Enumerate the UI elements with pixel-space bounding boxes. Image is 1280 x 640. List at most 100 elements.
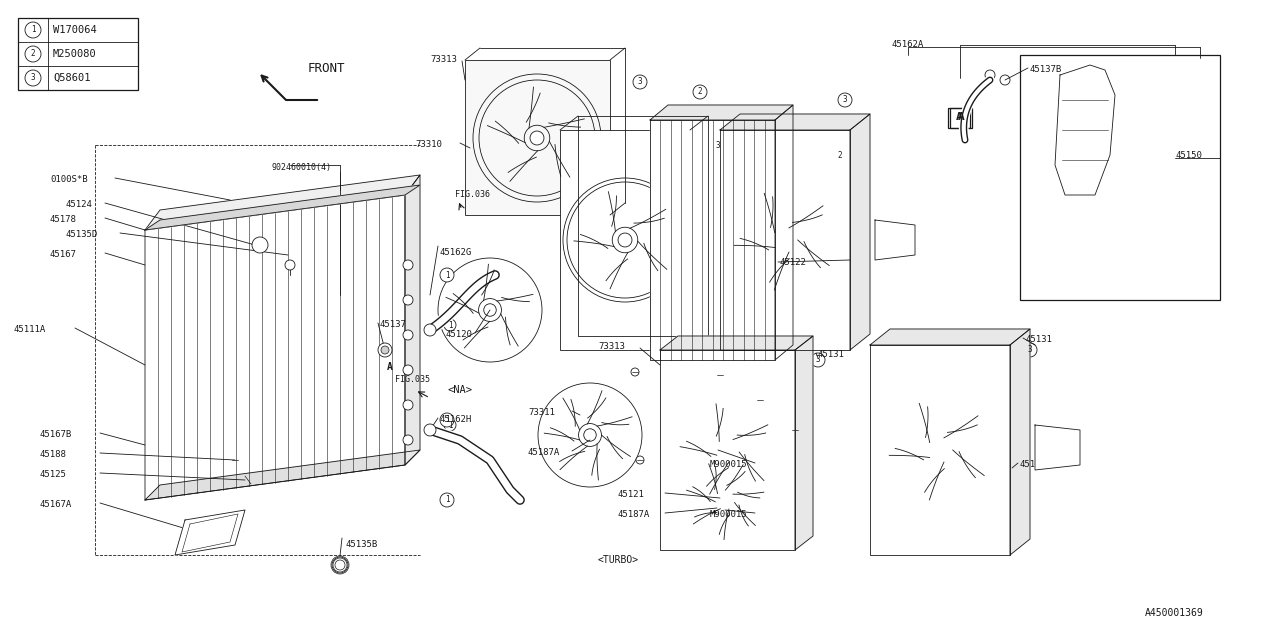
Circle shape [986,70,995,80]
Text: 45137: 45137 [380,320,407,329]
Circle shape [719,495,731,506]
Text: 45188: 45188 [40,450,67,459]
Text: 1: 1 [31,26,36,35]
Polygon shape [1010,329,1030,555]
Circle shape [26,22,41,38]
Text: A: A [957,112,964,122]
Circle shape [484,304,497,316]
Circle shape [230,455,241,465]
Text: 45120: 45120 [445,330,472,339]
Text: 1: 1 [444,271,449,280]
Text: 45137B: 45137B [1030,65,1062,74]
Text: W170064: W170064 [52,25,97,35]
Circle shape [631,368,639,376]
Polygon shape [876,220,915,260]
Text: 45162G: 45162G [440,248,472,257]
Circle shape [756,396,764,404]
Text: 902460010(4): 902460010(4) [273,163,332,172]
Text: 73313: 73313 [598,342,625,351]
Circle shape [634,75,646,89]
Polygon shape [145,195,404,500]
Circle shape [403,295,413,305]
Polygon shape [774,105,794,360]
Bar [561,130,690,350]
Circle shape [778,233,792,247]
Text: 45135B: 45135B [346,540,378,549]
Text: 45121: 45121 [618,490,645,499]
Text: 45167B: 45167B [40,430,72,439]
Polygon shape [870,345,1010,555]
Text: 45124: 45124 [65,200,92,209]
Text: A: A [387,362,393,372]
Circle shape [721,444,733,456]
Polygon shape [719,114,870,130]
Text: 3: 3 [716,141,721,150]
Circle shape [440,268,454,282]
Circle shape [242,474,253,486]
Text: 45131: 45131 [1025,335,1052,344]
Polygon shape [175,510,244,555]
Circle shape [424,324,436,336]
Polygon shape [650,105,794,120]
Bar [948,108,970,128]
Polygon shape [660,350,795,550]
Text: 73313: 73313 [430,55,457,64]
Circle shape [710,138,724,152]
Polygon shape [404,175,420,465]
Circle shape [440,413,454,427]
Bar [1020,55,1220,300]
Circle shape [584,429,596,441]
Text: 45187A: 45187A [618,510,650,519]
Circle shape [1000,75,1010,85]
Text: 1: 1 [444,495,449,504]
Text: 2: 2 [698,88,703,97]
Text: A450001369: A450001369 [1146,608,1203,618]
Polygon shape [145,175,420,230]
Circle shape [618,233,632,247]
Circle shape [791,426,799,434]
Text: 73311: 73311 [529,408,554,417]
Circle shape [692,85,707,99]
Text: 45162A: 45162A [892,40,924,49]
Polygon shape [850,114,870,350]
Circle shape [884,230,905,250]
Text: 1: 1 [448,420,452,429]
Text: 45187A: 45187A [529,448,561,457]
Polygon shape [1036,425,1080,470]
Bar [18,18,138,90]
Circle shape [933,443,947,457]
Text: M900015: M900015 [710,460,748,469]
Circle shape [1023,343,1037,357]
Text: 45135D: 45135D [65,230,97,239]
Text: 45162H: 45162H [440,415,472,424]
Text: 1: 1 [448,321,452,330]
Text: M900015: M900015 [710,510,748,519]
Text: <TURBO>: <TURBO> [598,555,639,565]
Circle shape [424,424,436,436]
Circle shape [285,250,294,260]
Text: 0100S*B: 0100S*B [50,175,87,184]
Polygon shape [795,336,813,550]
Bar [950,108,972,128]
Text: Q58601: Q58601 [52,73,91,83]
Text: FIG.035: FIG.035 [396,375,430,384]
Text: 45167A: 45167A [40,500,72,509]
Circle shape [444,319,456,331]
Circle shape [833,148,847,162]
Text: 2: 2 [31,49,36,58]
Circle shape [285,260,294,270]
Text: 45178: 45178 [50,215,77,224]
Polygon shape [660,336,813,350]
Polygon shape [650,120,774,360]
Circle shape [403,400,413,410]
Circle shape [403,330,413,340]
Text: 45122: 45122 [1020,460,1047,469]
Polygon shape [870,329,1030,345]
Text: 73310: 73310 [415,140,442,149]
Text: A: A [956,112,963,122]
Polygon shape [719,130,850,350]
Text: 45111A: 45111A [14,325,46,334]
Text: <NA>: <NA> [447,385,472,395]
Text: 2: 2 [837,150,842,159]
Circle shape [26,46,41,62]
